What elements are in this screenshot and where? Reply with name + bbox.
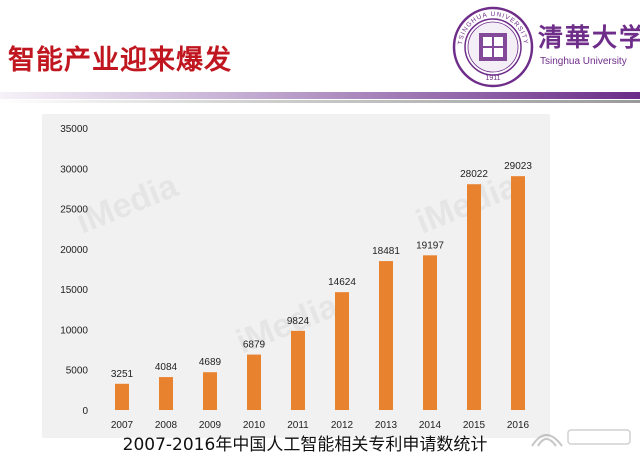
x-tick-label-2014: 2014 [419,420,442,431]
bar-2011 [291,330,305,410]
header-divider-shadow [0,100,640,103]
y-tick-label: 30000 [60,164,88,175]
svg-text:1911: 1911 [485,75,500,82]
x-tick-label-2015: 2015 [463,420,486,431]
data-label-2007: 3251 [111,369,134,380]
y-tick-label: 15000 [60,285,88,296]
y-tick-label: 35000 [60,124,88,135]
bar-2010 [247,354,261,410]
y-axis: 0 5000 10000 15000 20000 25000 30000 35000 [60,124,88,417]
data-label-2015: 28022 [460,169,488,180]
brand-chinese-name: 清華大学 [538,23,640,52]
x-tick-label-2009: 2009 [199,420,222,431]
tsinghua-seal-logo: TSINGHUA UNIVERSITY 1911 [452,6,534,88]
chart-caption: 2007-2016年中国人工智能相关专利申请数统计 [122,435,488,455]
slide-header: 智能产业迎来爆发 TSINGHUA UNIVERSITY 1911 清華大学 T… [0,0,640,103]
data-label-2009: 4689 [199,357,222,368]
y-tick-label: 0 [82,406,88,417]
slide-title: 智能产业迎来爆发 [8,45,232,76]
x-axis: 2007 2008 2009 2010 2011 2012 2013 2014 2015 2016 [111,420,530,431]
bar-chart: iMedia iMedia iMedia 0500010000150002000… [60,124,532,431]
data-label-2016: 29023 [504,161,532,172]
bar-2008 [159,377,173,410]
data-label-2013: 18481 [372,246,400,257]
corner-watermark-icon [531,429,631,447]
bar-2015 [467,184,481,410]
header-divider [0,92,640,99]
data-label-2012: 14624 [328,277,356,288]
brand-english-name: Tsinghua University [540,56,627,67]
data-label-2014: 19197 [416,240,444,251]
x-tick-label-2012: 2012 [331,420,354,431]
bar-2016 [511,176,525,410]
x-tick-label-2008: 2008 [155,420,178,431]
y-tick-label: 20000 [60,245,88,256]
bar-2013 [379,261,393,410]
y-tick-label: 25000 [60,205,88,216]
bar-2007 [115,383,129,410]
x-tick-label-2016: 2016 [507,420,530,431]
x-tick-label-2007: 2007 [111,420,134,431]
bar-2012 [335,292,349,410]
y-tick-label: 10000 [60,325,88,336]
y-tick-label: 5000 [66,366,89,377]
data-label-2011: 9824 [287,316,310,327]
data-label-2008: 4084 [155,362,178,373]
data-labels: 3251 4084 4689 6879 9824 14624 18481 19197 28022… [111,161,532,380]
x-tick-label-2013: 2013 [375,420,398,431]
bar-series [115,176,525,410]
data-label-2010: 6879 [243,340,266,351]
x-tick-label-2011: 2011 [287,420,309,431]
bar-2009 [203,372,217,410]
bar-2014 [423,255,437,410]
x-tick-label-2010: 2010 [243,420,266,431]
